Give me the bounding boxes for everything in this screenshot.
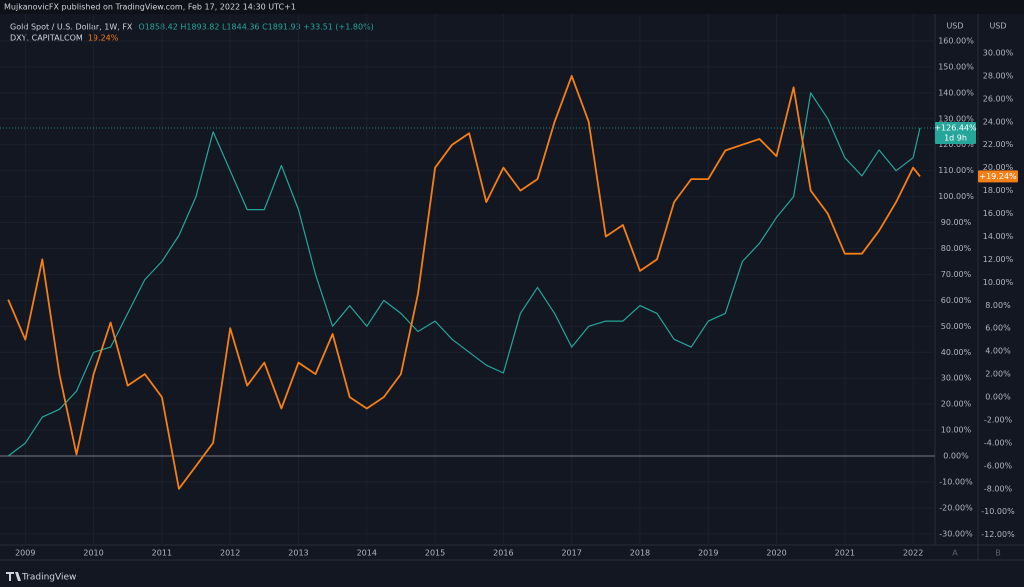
y-tick-label: 110.00% (938, 166, 974, 175)
y-tick-label: 10.00% (941, 426, 972, 435)
y2-tick-label: 12.00% (983, 255, 1014, 264)
axis-mode[interactable]: A (952, 549, 958, 558)
y2-tick-label: 24.00% (983, 117, 1014, 126)
y-tick-label: 50.00% (941, 322, 972, 331)
x-tick-label: 2017 (561, 549, 581, 558)
price-tag (935, 122, 976, 145)
price-tag-label: +19.24% (979, 172, 1017, 181)
axis-unit: USD (989, 22, 1006, 31)
x-tick-label: 2011 (152, 549, 172, 558)
y2-tick-label: 10.00% (983, 278, 1014, 287)
y-tick-label: 130.00% (938, 114, 974, 123)
logo (6, 572, 21, 581)
x-tick-label: 2012 (220, 549, 240, 558)
y2-tick-label: 22.00% (983, 140, 1014, 149)
y2-tick-label: 26.00% (983, 94, 1014, 103)
y-tick-label: 100.00% (938, 192, 974, 201)
price-tag-label: +126.44% (934, 124, 977, 133)
x-tick-label: 2018 (630, 549, 650, 558)
y-tick-label: 0.00% (943, 452, 969, 461)
x-tick-label: 2022 (903, 549, 923, 558)
y2-tick-label: 20.00% (983, 163, 1014, 172)
y2-tick-label: 6.00% (985, 324, 1011, 333)
y-tick-label: 60.00% (941, 296, 972, 305)
y-tick-label: 70.00% (941, 270, 972, 279)
footer-brand: TradingView (21, 573, 76, 583)
y-tick-label: -20.00% (939, 503, 973, 512)
x-tick-label: 2013 (288, 549, 308, 558)
y2-tick-label: -10.00% (981, 507, 1015, 516)
y-tick-label: -30.00% (939, 529, 973, 538)
y2-tick-label: -12.00% (981, 530, 1015, 539)
x-tick-label: 2010 (83, 549, 103, 558)
axis-mode[interactable]: B (995, 549, 1001, 558)
x-tick-label: 2019 (698, 549, 718, 558)
y-tick-label: 80.00% (941, 244, 972, 253)
x-tick-label: 2014 (357, 549, 377, 558)
series-line (7, 92, 921, 457)
chart-title: MujkanovicFX published on TradingView.co… (4, 3, 296, 12)
y-tick-label: 30.00% (941, 374, 972, 383)
y2-tick-label: 4.00% (985, 347, 1011, 356)
y-tick-label: 120.00% (938, 140, 974, 149)
y2-tick-label: 30.00% (983, 48, 1014, 57)
x-tick-label: 2020 (766, 549, 786, 558)
y2-tick-label: 0.00% (985, 393, 1011, 402)
series-line (7, 75, 921, 490)
y2-tick-label: 16.00% (983, 209, 1014, 218)
y2-tick-label: -8.00% (984, 484, 1013, 493)
y-tick-label: -10.00% (939, 477, 973, 486)
y2-tick-label: 28.00% (983, 71, 1014, 80)
x-tick-label: 2015 (425, 549, 445, 558)
y2-tick-label: -2.00% (984, 415, 1013, 424)
price-tag (978, 170, 1018, 183)
x-tick-label: 2009 (15, 549, 35, 558)
legend-entry: DXY, CAPITALCOM (10, 34, 83, 43)
y-tick-label: 40.00% (941, 348, 972, 357)
y-tick-label: 140.00% (938, 88, 974, 97)
countdown-label: 1d 9h (944, 134, 967, 143)
x-tick-label: 2016 (493, 549, 513, 558)
y2-tick-label: 18.00% (983, 186, 1014, 195)
y2-tick-label: 14.00% (983, 232, 1014, 241)
legend-value: 19.24% (88, 34, 119, 43)
legend-entry: Gold Spot / U.S. Dollar, 1W, FX (10, 23, 133, 32)
y-tick-label: 160.00% (938, 36, 974, 45)
y2-tick-label: 8.00% (985, 301, 1011, 310)
y2-tick-label: 2.00% (985, 370, 1011, 379)
header-bar (0, 0, 1024, 14)
y-tick-label: 20.00% (941, 400, 972, 409)
y-tick-label: 150.00% (938, 62, 974, 71)
y-tick-label: 90.00% (941, 218, 972, 227)
y2-tick-label: -6.00% (984, 461, 1013, 470)
axis-unit: USD (946, 22, 963, 31)
ohlc-readout: O1858.42 H1893.82 L1844.36 C1891.93 +33.… (138, 23, 373, 32)
y2-tick-label: -4.00% (984, 438, 1013, 447)
x-tick-label: 2021 (835, 549, 855, 558)
